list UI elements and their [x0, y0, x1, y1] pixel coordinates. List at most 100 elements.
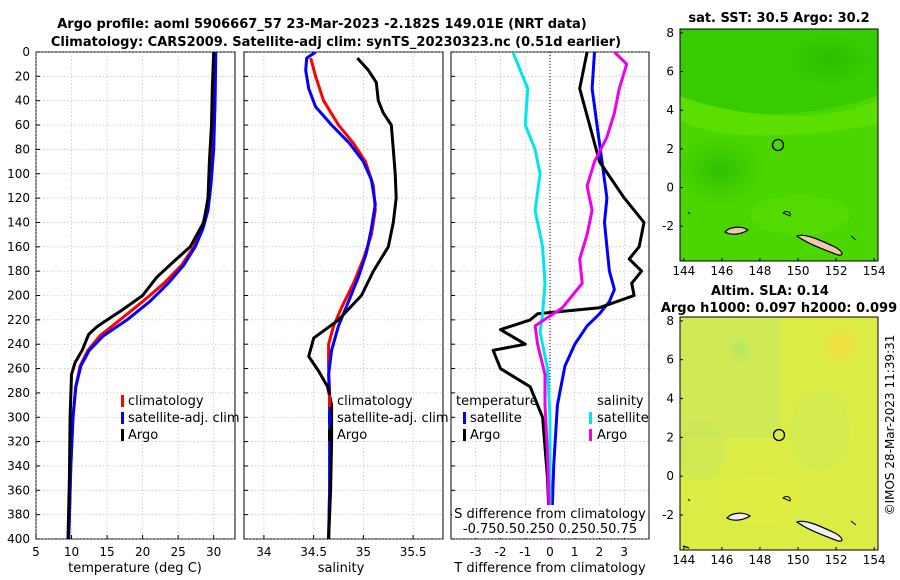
depth-ytick-label-140: 140 — [7, 215, 30, 229]
sst-ytick-label-8: 8 — [666, 26, 674, 40]
salinity-legend-satellite: satellite-adj. clim — [337, 411, 449, 426]
salinity-panel: 34 34.5 35 35.5 salinity climatology satell… — [243, 51, 449, 576]
difference-series-temperature-argo — [491, 52, 646, 539]
sst-map-argo-marker — [771, 138, 785, 152]
temperature-series-argo — [66, 52, 216, 539]
sst-ytick-label-4: 4 — [666, 103, 674, 117]
salinity-xtick-label-35.5: 35.5 — [400, 545, 427, 559]
depth-ytick-label-20: 20 — [15, 69, 30, 83]
salinity-legend-swatch-climatology — [328, 395, 331, 407]
depth-ytick-label-320: 320 — [7, 435, 30, 449]
depth-ytick-label-380: 380 — [7, 508, 30, 522]
depth-ytick-label-40: 40 — [15, 94, 30, 108]
sla-xtick-label-150: 150 — [787, 553, 810, 567]
difference-legend-swatch-t-satellite — [463, 412, 466, 424]
sst-map-ticks: 144 146 148 150 152 154 -2 0 2 4 6 8 — [662, 26, 886, 278]
depth-ytick-label-240: 240 — [7, 337, 30, 351]
sst-xtick-label-154: 154 — [863, 264, 886, 278]
temperature-legend: climatology satellite-adj. clim Argo — [121, 394, 240, 443]
depth-ytick-label-220: 220 — [7, 313, 30, 327]
salinity-legend-argo: Argo — [337, 428, 367, 443]
sst-ytick-label-0: 0 — [666, 181, 674, 195]
difference-xtick-label-2: 2 — [596, 545, 604, 559]
salinity-legend-swatch-satellite — [328, 412, 331, 424]
temperature-xlabel: temperature (deg C) — [68, 561, 202, 576]
difference-legend-swatch-t-argo — [463, 429, 466, 441]
temperature-series-satellite-adj-clim — [67, 52, 218, 539]
sst-map-frame — [679, 28, 879, 262]
temperature-legend-swatch-climatology — [121, 395, 124, 407]
sla-ytick-label-2: 2 — [666, 430, 674, 444]
difference-legend-salinity: salinity satellite Argo — [589, 394, 649, 443]
sla-xtick-label-154: 154 — [863, 553, 886, 567]
sla-ytick-label-6: 6 — [666, 353, 674, 367]
sla-map-argo-marker — [772, 428, 786, 442]
salinity-xlabel: salinity — [318, 561, 365, 576]
difference-xlabel: T difference from climatology — [453, 561, 646, 576]
sla-xtick-label-146: 146 — [710, 553, 733, 567]
temperature-legend-satellite: satellite-adj. clim — [128, 411, 240, 426]
sst-map-title: sat. SST: 30.5 Argo: 30.2 — [688, 11, 869, 26]
figure-title-line1: Argo profile: aoml 5906667_57 23-Mar-202… — [57, 17, 587, 32]
sst-xtick-label-152: 152 — [825, 264, 848, 278]
salinity-x-ticks: 34 34.5 35 35.5 — [244, 51, 427, 559]
depth-ytick-label-60: 60 — [15, 118, 30, 132]
difference-legend-temperature: temperature satellite Argo — [456, 394, 538, 443]
sla-xtick-label-152: 152 — [825, 553, 848, 567]
temperature-xtick-label-10: 10 — [64, 545, 79, 559]
salinity-legend: climatology satellite-adj. clim Argo — [328, 394, 449, 443]
difference-legend-t-argo: Argo — [470, 428, 500, 443]
sla-map-panel: Altim. SLA: 0.14 Argo h1000: 0.097 h2000… — [661, 284, 897, 567]
sla-ytick-label-8: 8 — [666, 314, 674, 328]
sla-xtick-label-148: 148 — [749, 553, 772, 567]
temperature-legend-swatch-satellite — [121, 412, 124, 424]
sst-map-image — [680, 29, 878, 261]
difference-legend-swatch-s-satellite — [589, 412, 592, 424]
difference-legend-temperature-heading: temperature — [456, 394, 538, 409]
temperature-panel: 0 20 40 60 80 100 120 140 160 180 200 220 240 260 280 3… — [7, 45, 240, 576]
depth-ytick-label-80: 80 — [15, 142, 30, 156]
difference-lines — [491, 52, 646, 539]
salinity-xtick-label-34.5: 34.5 — [300, 545, 327, 559]
temperature-xtick-label-25: 25 — [171, 545, 186, 559]
temperature-xtick-label-5: 5 — [32, 545, 40, 559]
depth-ytick-label-120: 120 — [7, 191, 30, 205]
sla-xtick-label-144: 144 — [672, 553, 695, 567]
sla-map-ticks: 144 146 148 150 152 154 -2 0 2 4 6 8 — [662, 314, 886, 567]
sla-map-frame — [679, 316, 879, 551]
figure-title-line2: Climatology: CARS2009. Satellite-adj cli… — [51, 35, 621, 50]
depth-ytick-label-160: 160 — [7, 240, 30, 254]
salinity-xtick-label-34: 34 — [256, 545, 271, 559]
difference-xtick-label--2: -2 — [495, 545, 507, 559]
depth-ytick-label-260: 260 — [7, 362, 30, 376]
sst-xtick-label-148: 148 — [749, 264, 772, 278]
difference-legend-t-satellite: satellite — [470, 411, 522, 426]
sla-ytick-label-4: 4 — [666, 392, 674, 406]
temperature-y-ticks: 0 20 40 60 80 100 120 140 160 180 200 220 240 260 280 3… — [7, 45, 30, 546]
sla-map-title: Altim. SLA: 0.14 — [711, 284, 829, 299]
difference-xtick-label--1: -1 — [519, 545, 531, 559]
difference-series-salinity-satellite — [511, 52, 552, 539]
salinity-legend-climatology: climatology — [337, 394, 413, 409]
difference-xtick-label--3: -3 — [470, 545, 482, 559]
salinity-grid — [244, 51, 443, 540]
sst-ytick-label--2: -2 — [662, 219, 674, 233]
sst-xtick-label-146: 146 — [710, 264, 733, 278]
sst-ytick-label-6: 6 — [666, 65, 674, 79]
depth-ytick-label-180: 180 — [7, 264, 30, 278]
depth-ytick-label-100: 100 — [7, 167, 30, 181]
difference-annotation-backdrop — [452, 505, 648, 538]
sla-map-image — [680, 317, 878, 550]
salinity-xtick-label-35: 35 — [356, 545, 371, 559]
sst-map-panel: sat. SST: 30.5 Argo: 30.2 144 146 148 150 15… — [662, 11, 886, 278]
sst-xtick-label-150: 150 — [787, 264, 810, 278]
temperature-xtick-label-15: 15 — [99, 545, 114, 559]
difference-annotation-ticks: -0.750.50.250 0.250.50.75 — [463, 522, 637, 537]
temperature-x-ticks: 5 10 15 20 25 30 — [32, 51, 221, 559]
depth-ytick-label-400: 400 — [7, 532, 30, 546]
difference-annotation-title: S difference from climatology — [454, 507, 646, 522]
difference-series-salinity-argo — [533, 52, 629, 539]
copyright-timestamp: ©IMOS 28-Mar-2023 11:39:31 — [883, 335, 897, 516]
difference-xtick-label-0: 0 — [546, 545, 554, 559]
